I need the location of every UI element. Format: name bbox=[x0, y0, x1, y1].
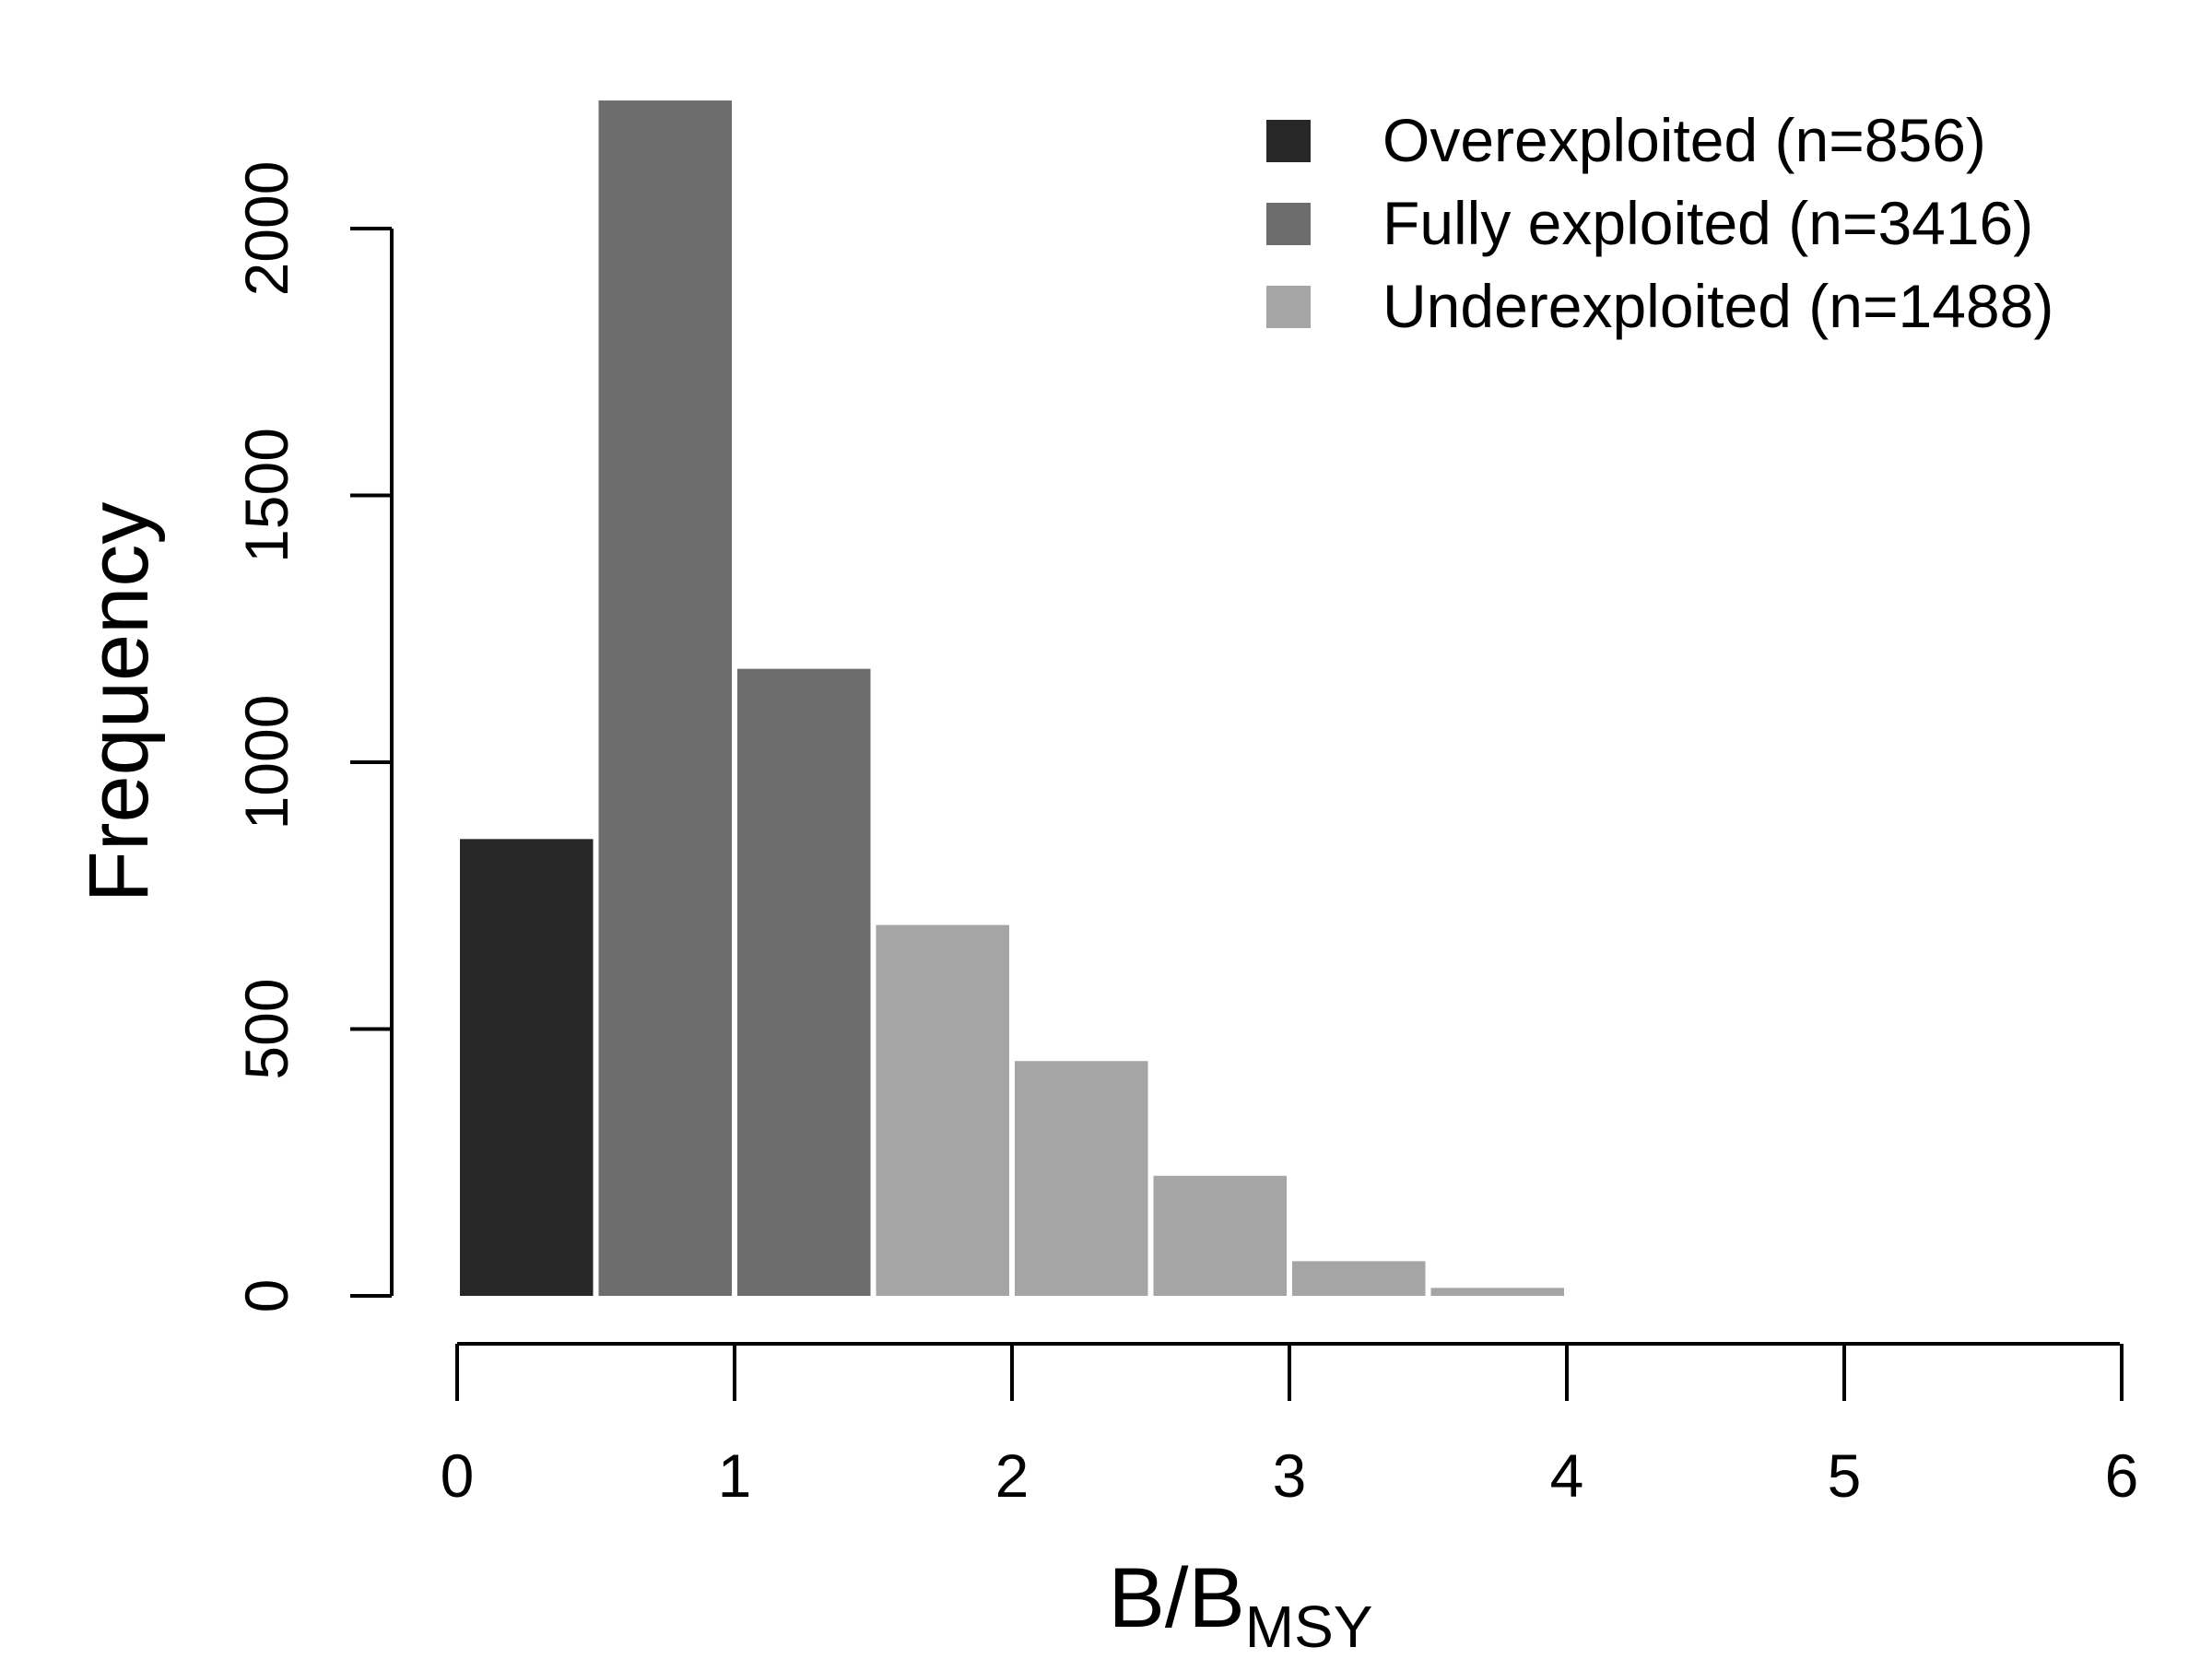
y-tick-label-1500: 1500 bbox=[232, 428, 300, 563]
legend: Overexploited (n=856) Fully exploited (n=… bbox=[1266, 106, 2053, 340]
x-tick-label-6: 6 bbox=[2105, 1441, 2139, 1510]
x-tick-label-3: 3 bbox=[1273, 1441, 1307, 1510]
bar-fully-1 bbox=[737, 668, 871, 1296]
y-ticks: 0 500 1000 1500 2000 bbox=[232, 161, 392, 1313]
y-axis-title: Frequency bbox=[72, 502, 166, 903]
bars-group bbox=[460, 100, 1564, 1296]
bar-underexploited-2 bbox=[1153, 1175, 1287, 1296]
x-ticks: 0 1 2 3 4 5 6 bbox=[441, 1344, 2139, 1510]
x-tick-label-1: 1 bbox=[718, 1441, 752, 1510]
y-tick-label-1000: 1000 bbox=[232, 695, 300, 830]
legend-swatch-0 bbox=[1266, 120, 1311, 162]
y-tick-label-0: 0 bbox=[232, 1279, 300, 1313]
legend-swatch-1 bbox=[1266, 203, 1311, 245]
bar-fully-0 bbox=[598, 100, 732, 1296]
y-tick-label-2000: 2000 bbox=[232, 161, 300, 297]
x-axis-title: B/BMSY bbox=[1109, 1551, 1373, 1659]
bar-underexploited-1 bbox=[1015, 1061, 1148, 1296]
x-tick-label-4: 4 bbox=[1550, 1441, 1584, 1510]
x-axis-title-subscript: MSY bbox=[1245, 1594, 1373, 1659]
x-tick-label-2: 2 bbox=[995, 1441, 1030, 1510]
legend-label-1: Fully exploited (n=3416) bbox=[1382, 189, 2033, 257]
y-axis: 0 500 1000 1500 2000 bbox=[232, 161, 394, 1313]
legend-swatch-2 bbox=[1266, 286, 1311, 328]
bar-underexploited-4 bbox=[1430, 1288, 1564, 1296]
bar-underexploited-0 bbox=[876, 924, 1009, 1296]
legend-label-0: Overexploited (n=856) bbox=[1382, 106, 1986, 174]
bar-underexploited-3 bbox=[1292, 1261, 1426, 1296]
x-tick-label-0: 0 bbox=[441, 1441, 475, 1510]
y-tick-label-500: 500 bbox=[232, 978, 300, 1079]
bar-overexploited-0 bbox=[460, 839, 594, 1296]
x-tick-label-5: 5 bbox=[1828, 1441, 1862, 1510]
x-axis-title-main: B/B bbox=[1109, 1551, 1245, 1645]
legend-label-2: Underexploited (n=1488) bbox=[1382, 272, 2053, 340]
x-axis: 0 1 2 3 4 5 6 bbox=[441, 1342, 2139, 1510]
